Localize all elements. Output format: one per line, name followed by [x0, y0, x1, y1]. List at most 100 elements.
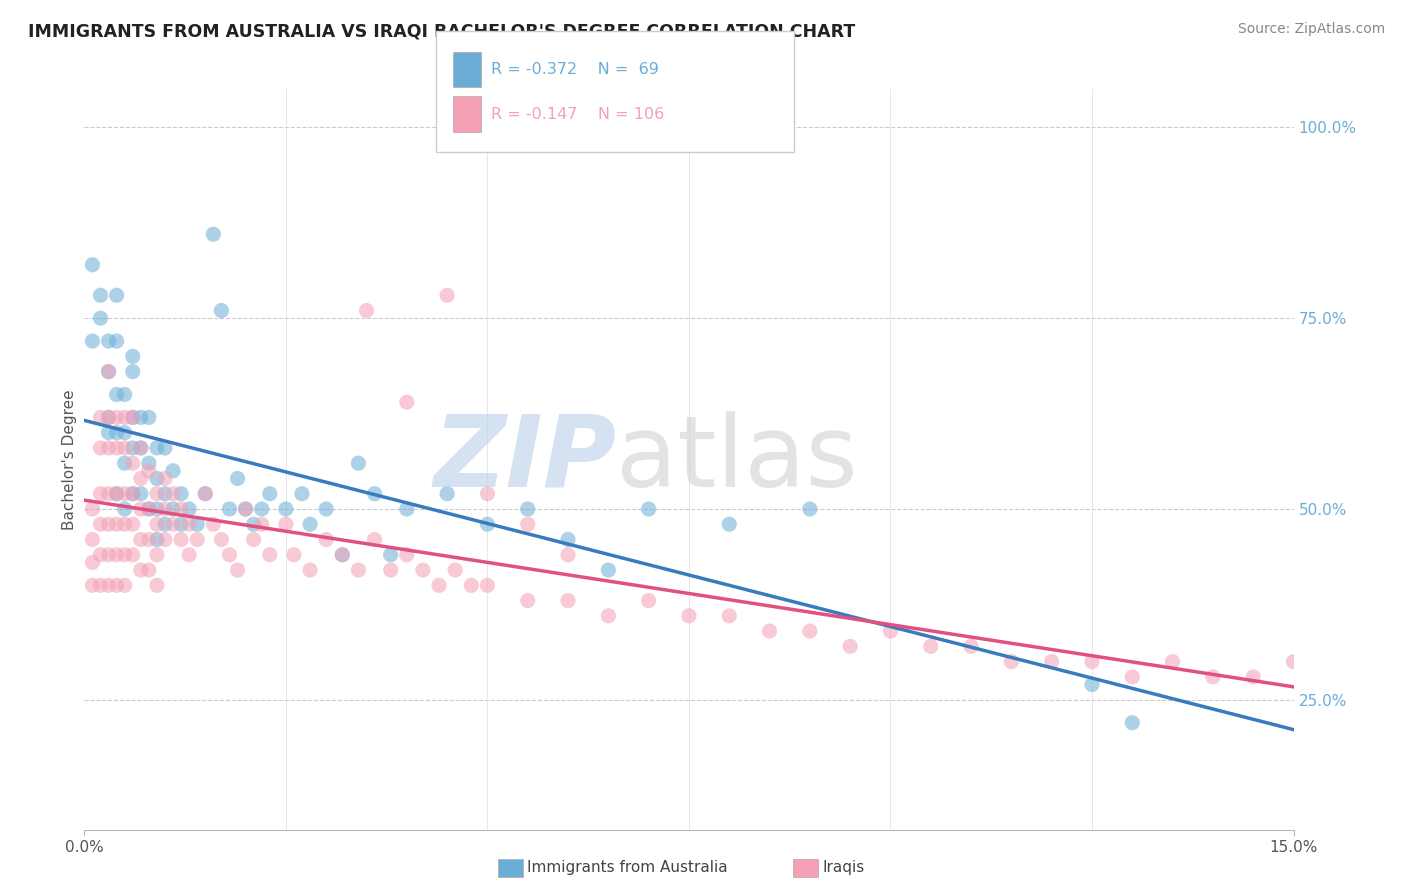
Point: [718, 517, 741, 532]
Point: [444, 563, 467, 577]
Point: [395, 548, 418, 562]
Point: [259, 548, 281, 562]
Point: [170, 517, 193, 532]
Point: [920, 640, 942, 654]
Point: [146, 502, 169, 516]
Point: [1241, 670, 1264, 684]
Text: atlas: atlas: [616, 411, 858, 508]
Point: [114, 502, 136, 516]
Point: [186, 533, 208, 547]
Point: [153, 487, 176, 501]
Point: [138, 410, 160, 425]
Point: [516, 593, 538, 607]
Point: [1282, 655, 1305, 669]
Point: [114, 456, 136, 470]
Point: [162, 502, 184, 516]
Point: [121, 410, 143, 425]
Point: [82, 556, 104, 570]
Point: [412, 563, 434, 577]
Point: [97, 365, 120, 379]
Point: [153, 441, 176, 455]
Point: [89, 311, 111, 326]
Point: [121, 410, 143, 425]
Point: [129, 471, 152, 485]
Point: [637, 502, 659, 516]
Point: [291, 487, 314, 501]
Point: [114, 578, 136, 592]
Point: [105, 387, 128, 401]
Point: [82, 258, 104, 272]
Point: [347, 563, 370, 577]
Point: [186, 517, 208, 532]
Point: [162, 487, 184, 501]
Point: [121, 456, 143, 470]
Point: [153, 533, 176, 547]
Point: [460, 578, 482, 592]
Point: [395, 395, 418, 409]
Point: [89, 441, 111, 455]
Point: [259, 487, 281, 501]
Point: [879, 624, 901, 639]
Text: Source: ZipAtlas.com: Source: ZipAtlas.com: [1237, 22, 1385, 37]
Point: [105, 487, 128, 501]
Point: [347, 456, 370, 470]
Text: Immigrants from Australia: Immigrants from Australia: [527, 861, 728, 875]
Point: [194, 487, 217, 501]
Point: [477, 517, 499, 532]
Point: [121, 365, 143, 379]
Point: [129, 441, 152, 455]
Point: [89, 487, 111, 501]
Point: [121, 548, 143, 562]
Point: [97, 410, 120, 425]
Point: [129, 487, 152, 501]
Point: [242, 517, 264, 532]
Text: IMMIGRANTS FROM AUSTRALIA VS IRAQI BACHELOR'S DEGREE CORRELATION CHART: IMMIGRANTS FROM AUSTRALIA VS IRAQI BACHE…: [28, 22, 855, 40]
Point: [356, 303, 378, 318]
Point: [129, 563, 152, 577]
Point: [209, 303, 232, 318]
Point: [363, 533, 385, 547]
Text: Iraqis: Iraqis: [823, 861, 865, 875]
Point: [218, 548, 240, 562]
Point: [1161, 655, 1184, 669]
Point: [226, 471, 249, 485]
Point: [250, 517, 273, 532]
Point: [427, 578, 450, 592]
Point: [330, 548, 353, 562]
Point: [557, 548, 579, 562]
Point: [97, 517, 120, 532]
Point: [114, 548, 136, 562]
Point: [242, 533, 264, 547]
Point: [170, 487, 193, 501]
Point: [146, 548, 169, 562]
Point: [315, 533, 337, 547]
Point: [114, 425, 136, 440]
Point: [162, 517, 184, 532]
Point: [1121, 670, 1143, 684]
Point: [274, 517, 297, 532]
Point: [557, 593, 579, 607]
Point: [105, 334, 128, 348]
Point: [121, 487, 143, 501]
Point: [179, 548, 201, 562]
Point: [97, 410, 120, 425]
Point: [436, 487, 458, 501]
Point: [97, 441, 120, 455]
Point: [97, 548, 120, 562]
Point: [179, 502, 201, 516]
Point: [114, 441, 136, 455]
Point: [82, 334, 104, 348]
Point: [799, 502, 821, 516]
Point: [226, 563, 249, 577]
Point: [170, 533, 193, 547]
Point: [105, 578, 128, 592]
Point: [960, 640, 983, 654]
Point: [202, 517, 225, 532]
Point: [82, 502, 104, 516]
Point: [114, 517, 136, 532]
Point: [146, 533, 169, 547]
Point: [105, 441, 128, 455]
Point: [82, 578, 104, 592]
Point: [146, 578, 169, 592]
Point: [105, 425, 128, 440]
